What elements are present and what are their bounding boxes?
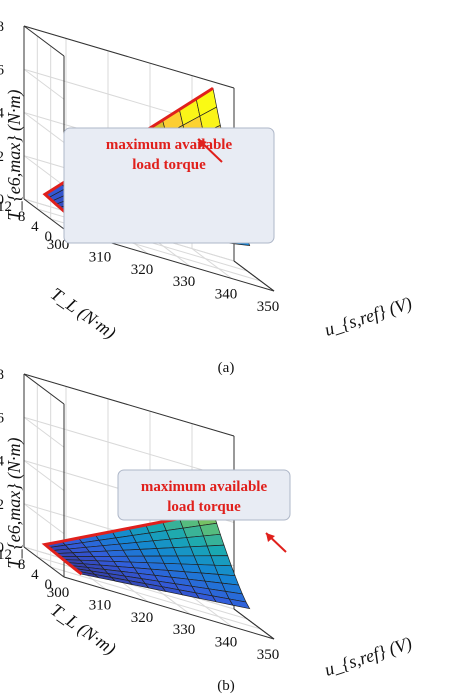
x-tick-label: 320 bbox=[131, 610, 154, 626]
surface-patch bbox=[203, 533, 225, 547]
annotation-text: maximum available bbox=[106, 137, 233, 153]
box-edge bbox=[23, 198, 65, 230]
annotation-text: maximum available bbox=[141, 479, 268, 495]
grid-line bbox=[23, 112, 65, 143]
annotation-arrow-head bbox=[198, 139, 207, 148]
y-tick-label: 12 bbox=[0, 199, 12, 215]
box-edge bbox=[23, 546, 65, 578]
x-axis-label: u_{s,ref} (V) bbox=[322, 633, 415, 681]
grid-line bbox=[23, 460, 65, 491]
x-tick-label: 300 bbox=[47, 237, 70, 253]
z-tick-label: 0.2 bbox=[0, 149, 4, 165]
x-tick-label: 340 bbox=[215, 635, 238, 651]
y-tick-label: 12 bbox=[0, 547, 12, 563]
annotation-arrow-head bbox=[266, 533, 275, 542]
annotation-text: load torque bbox=[167, 499, 241, 515]
surface-patch bbox=[199, 522, 221, 537]
y-axis-label: T_L (N·m) bbox=[47, 283, 120, 343]
z-tick-label: 0 bbox=[0, 192, 4, 208]
x-tick-label: 300 bbox=[47, 585, 70, 601]
max-torque-boundary-line bbox=[41, 510, 214, 576]
z-tick-label: 0.6 bbox=[0, 410, 5, 426]
x-axis-label: u_{s,ref} (V) bbox=[322, 293, 415, 341]
box-edge bbox=[23, 25, 65, 57]
y-tick-label: 0 bbox=[45, 577, 53, 593]
y-tick-label: 0 bbox=[45, 229, 53, 245]
grid-line bbox=[23, 68, 65, 100]
z-tick-label: 0.6 bbox=[0, 62, 5, 78]
y-tick-label: 8 bbox=[18, 209, 26, 225]
y-tick-label: 8 bbox=[18, 557, 26, 573]
box-edge bbox=[23, 25, 235, 89]
panel-caption: (b) bbox=[217, 678, 235, 694]
y-tick-label: 4 bbox=[31, 567, 39, 583]
x-tick-label: 310 bbox=[89, 249, 112, 265]
x-axis-line bbox=[63, 576, 275, 640]
box-edge bbox=[23, 373, 65, 405]
z-tick-label: 0 bbox=[0, 540, 4, 556]
x-tick-label: 340 bbox=[215, 287, 238, 303]
grid-line bbox=[191, 596, 233, 627]
x-tick-label: 320 bbox=[131, 262, 154, 278]
x-tick-label: 350 bbox=[257, 299, 280, 315]
z-axis-label: T_{e6,max} (N·m) bbox=[4, 438, 25, 569]
box-edge bbox=[23, 373, 235, 437]
surface-plot-b: 00.20.40.60.830031032033034035004812maxi… bbox=[0, 367, 415, 694]
panel-caption: (a) bbox=[218, 360, 235, 376]
y-tick-label: 4 bbox=[31, 219, 39, 235]
box-edge bbox=[233, 260, 275, 292]
annotation-text: load torque bbox=[132, 157, 206, 173]
annotation-box bbox=[63, 127, 275, 244]
z-tick-label: 0.4 bbox=[0, 454, 5, 470]
grid-line bbox=[23, 503, 65, 535]
grid-line bbox=[50, 566, 261, 630]
annotation-box bbox=[117, 469, 291, 521]
surface-patch bbox=[228, 598, 251, 610]
box-edge bbox=[233, 608, 275, 640]
surface-patch bbox=[206, 544, 229, 557]
surface-patch bbox=[210, 555, 232, 567]
z-axis-label: T_{e6,max} (N·m) bbox=[4, 90, 25, 221]
z-tick-label: 0.8 bbox=[0, 19, 4, 35]
x-tick-label: 350 bbox=[257, 647, 280, 663]
grid-line bbox=[23, 155, 65, 187]
x-tick-label: 330 bbox=[173, 622, 196, 638]
grid-line bbox=[23, 416, 235, 480]
x-tick-label: 310 bbox=[89, 597, 112, 613]
surface-plot-a: 00.20.40.60.830031032033034035004812maxi… bbox=[0, 19, 415, 376]
grid-line bbox=[191, 248, 233, 280]
z-tick-label: 0.2 bbox=[0, 497, 4, 513]
grid-line bbox=[23, 416, 65, 448]
x-tick-label: 330 bbox=[173, 274, 196, 290]
z-tick-label: 0.8 bbox=[0, 367, 4, 383]
z-tick-label: 0.4 bbox=[0, 106, 5, 122]
